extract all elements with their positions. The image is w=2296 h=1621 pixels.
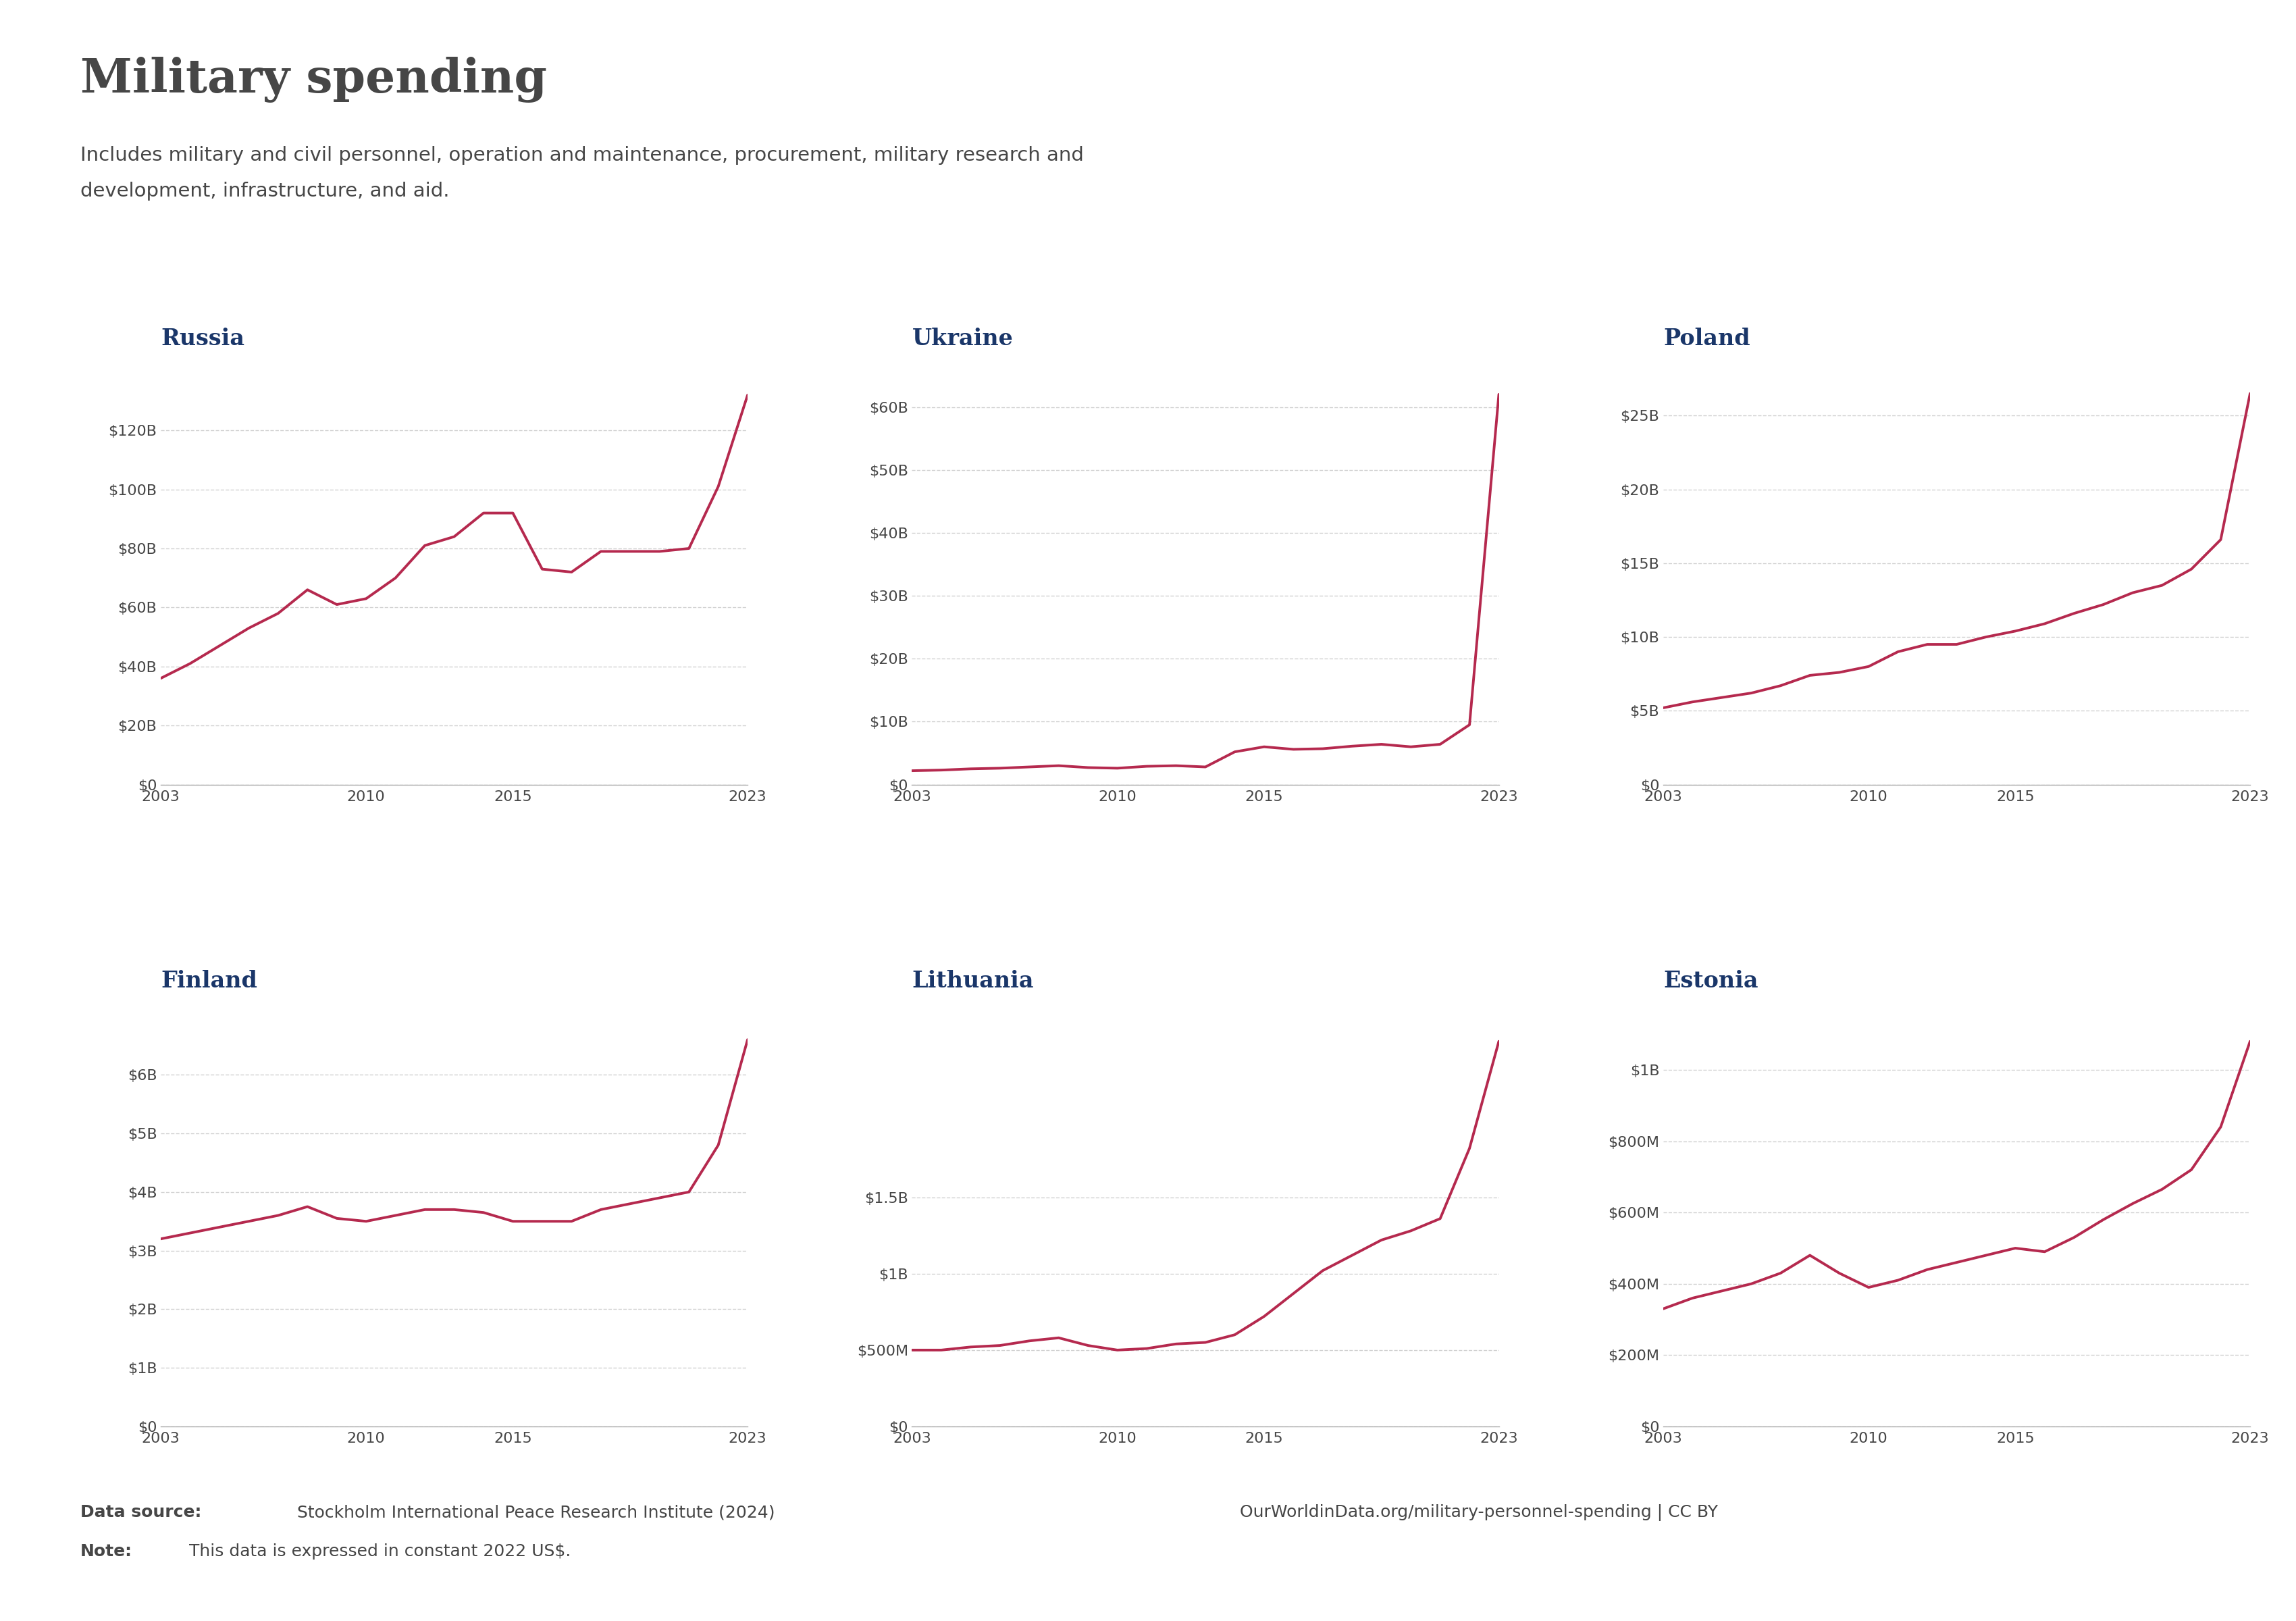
Text: This data is expressed in constant 2022 US$.: This data is expressed in constant 2022 … bbox=[184, 1543, 572, 1559]
Text: Military spending: Military spending bbox=[80, 57, 546, 102]
Text: Stockholm International Peace Research Institute (2024): Stockholm International Peace Research I… bbox=[292, 1504, 774, 1520]
Text: Ukraine: Ukraine bbox=[912, 327, 1013, 350]
Text: OurWorldinData.org/military-personnel-spending | CC BY: OurWorldinData.org/military-personnel-sp… bbox=[1240, 1504, 1717, 1520]
Text: Our World: Our World bbox=[2053, 70, 2158, 88]
Text: Russia: Russia bbox=[161, 327, 243, 350]
Text: Includes military and civil personnel, operation and maintenance, procurement, m: Includes military and civil personnel, o… bbox=[80, 146, 1084, 165]
Text: Finland: Finland bbox=[161, 969, 257, 992]
Text: Lithuania: Lithuania bbox=[912, 969, 1033, 992]
Text: Estonia: Estonia bbox=[1662, 969, 1759, 992]
Text: in Data: in Data bbox=[2066, 112, 2144, 131]
Text: Poland: Poland bbox=[1662, 327, 1750, 350]
Text: Data source:: Data source: bbox=[80, 1504, 202, 1520]
Text: Note:: Note: bbox=[80, 1543, 133, 1559]
Text: development, infrastructure, and aid.: development, infrastructure, and aid. bbox=[80, 182, 450, 201]
